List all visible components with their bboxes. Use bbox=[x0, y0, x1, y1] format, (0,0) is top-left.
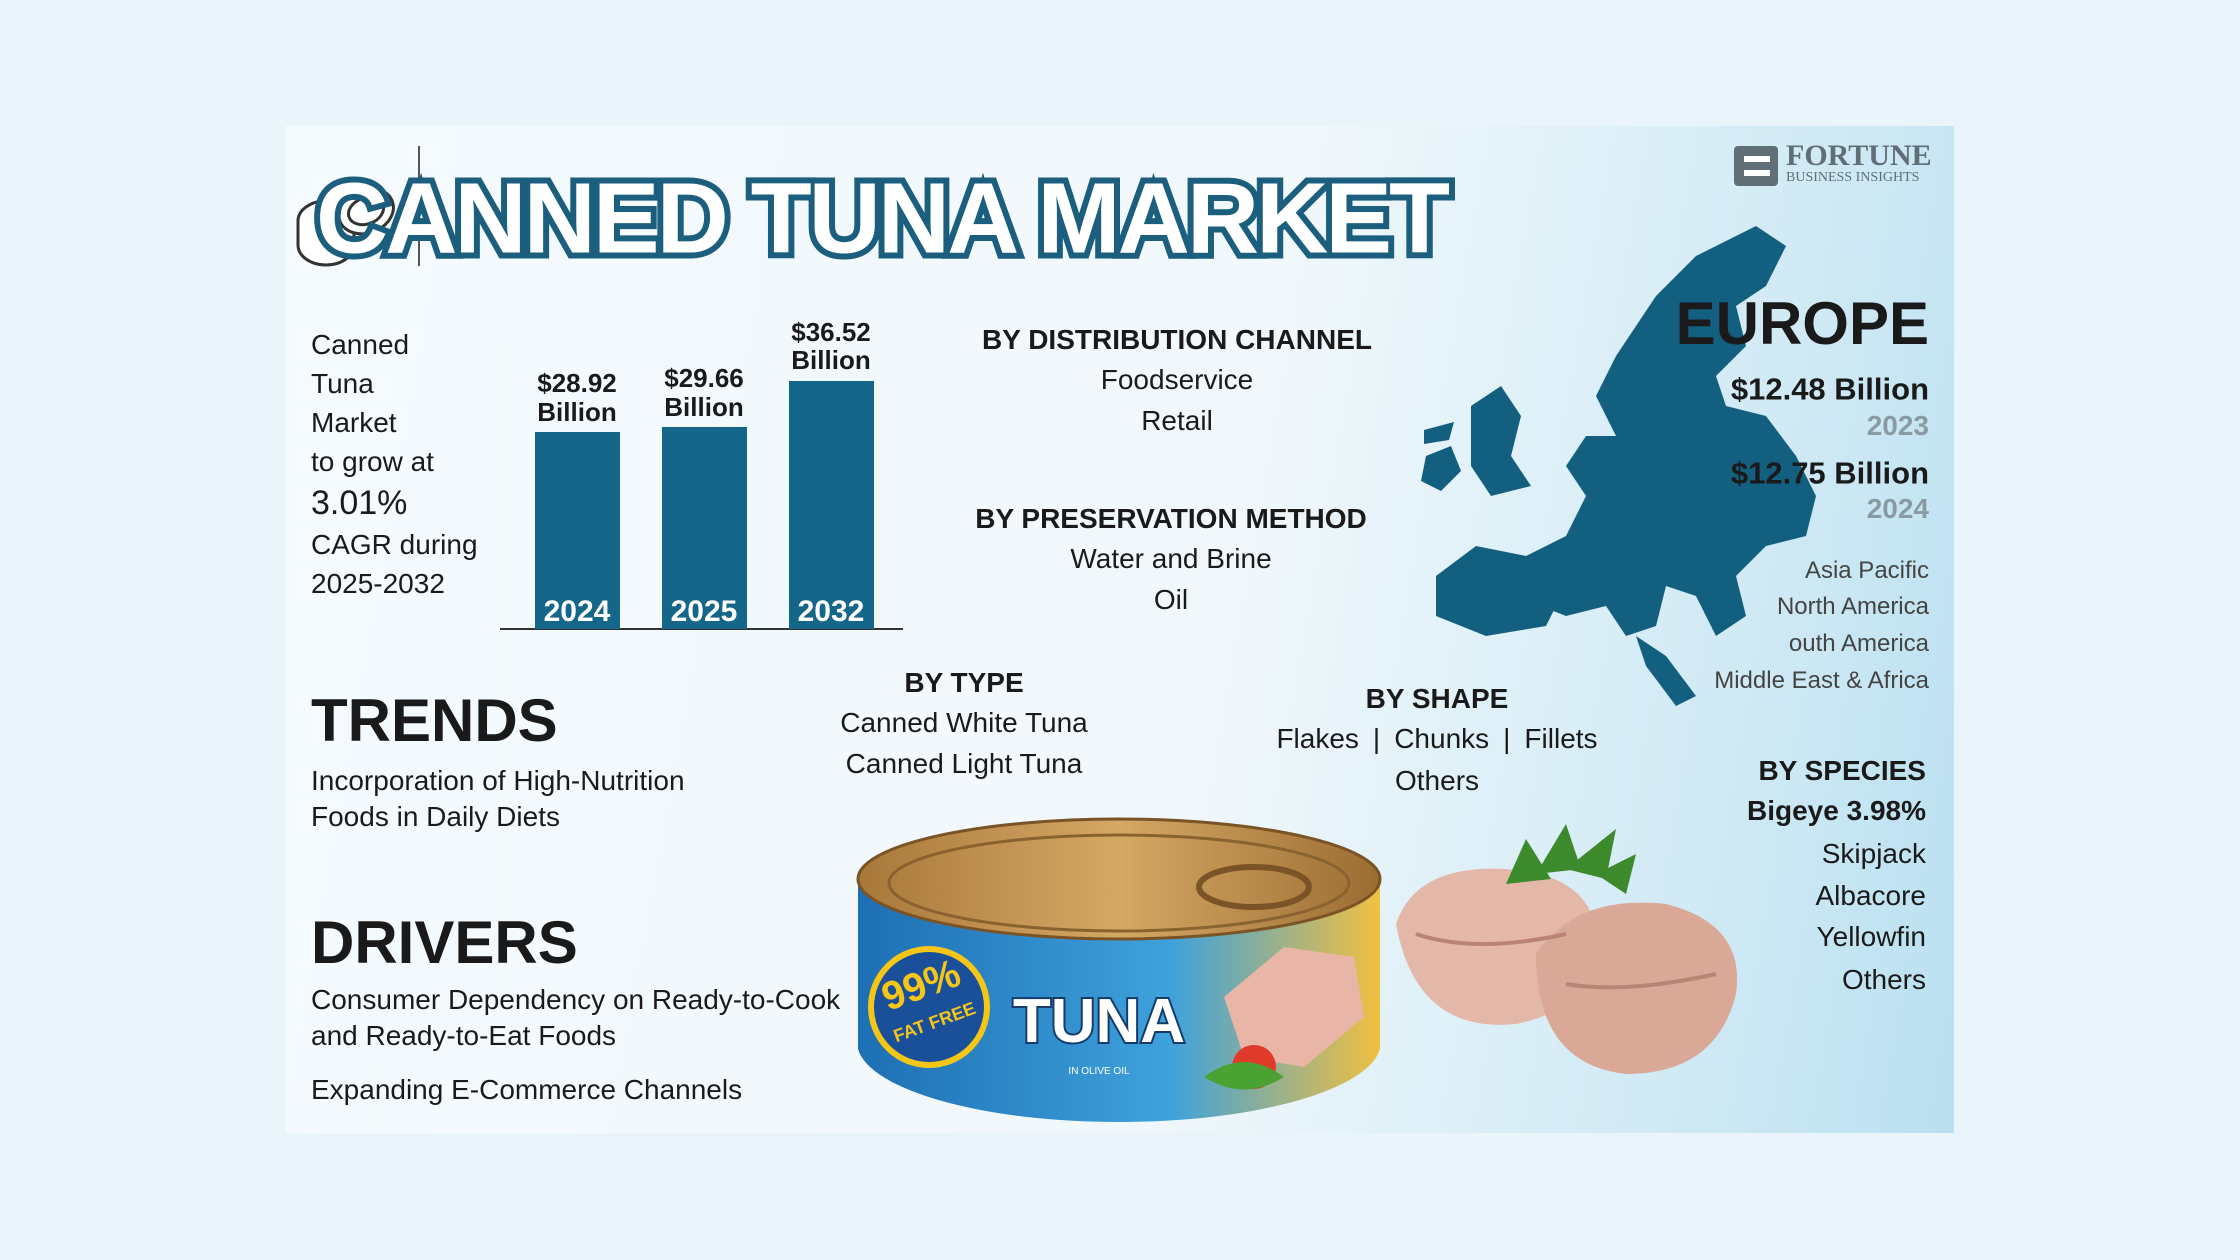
segment-item: Skipjack bbox=[1821, 838, 1926, 869]
trend-item: Incorporation of High-Nutrition Foods in… bbox=[311, 765, 685, 832]
section-title: TRENDS bbox=[311, 687, 558, 754]
section-title: DRIVERS bbox=[311, 909, 578, 976]
shape-row: Flakes | Chunks | Fillets bbox=[1276, 725, 1597, 753]
segment-item: Water and Brine bbox=[1070, 543, 1272, 574]
infographic-card: CANNED TUNA MARKET FORTUNE BUSINESS INSI… bbox=[286, 126, 1954, 1133]
segment-item: Fillets bbox=[1524, 723, 1598, 754]
segment-item: Canned White Tuna bbox=[840, 707, 1088, 738]
x-tick-label: 2024 bbox=[543, 595, 611, 628]
bar bbox=[661, 427, 747, 629]
growth-text: Market bbox=[311, 407, 397, 438]
growth-text: CAGR during bbox=[311, 529, 478, 560]
segment-title: BY PRESERVATION METHOD bbox=[975, 503, 1367, 534]
segment-item: Foodservice bbox=[1100, 364, 1254, 395]
other-region: North America bbox=[1776, 593, 1929, 620]
value-label: $29.66 Billion bbox=[664, 363, 744, 422]
segment-title: BY SHAPE bbox=[1365, 683, 1509, 714]
separator: | bbox=[1372, 723, 1381, 754]
segment-item: Yellowfin bbox=[1816, 921, 1926, 952]
segment-item: Others bbox=[1394, 765, 1480, 796]
growth-text: to grow at bbox=[311, 446, 434, 477]
segment-item: Chunks bbox=[1394, 723, 1490, 754]
segment-item: Oil bbox=[1153, 584, 1189, 615]
can-sub: IN OLIVE OIL bbox=[1068, 1066, 1130, 1077]
segment-item: Albacore bbox=[1815, 880, 1926, 911]
value-label: $28.92 Billion bbox=[537, 368, 617, 427]
title: CANNED TUNA MARKET bbox=[316, 162, 1450, 274]
driver-item: Expanding E-Commerce Channels bbox=[311, 1074, 743, 1105]
value-label: $36.52 Billion bbox=[791, 316, 871, 376]
bar bbox=[788, 380, 874, 629]
segment-item: Others bbox=[1841, 964, 1926, 995]
logo-name: FORTUNE bbox=[1786, 139, 1932, 172]
segment-title: BY DISTRIBUTION CHANNEL bbox=[982, 324, 1372, 355]
bar bbox=[534, 432, 620, 629]
driver-item: Consumer Dependency on Ready-to-Cook and… bbox=[311, 984, 841, 1051]
other-region: Asia Pacific bbox=[1804, 557, 1929, 584]
other-region: Middle East & Africa bbox=[1714, 667, 1929, 694]
decor bbox=[296, 146, 1816, 706]
can-brand: TUNA bbox=[1013, 987, 1185, 1056]
growth-text: Tuna bbox=[311, 368, 374, 399]
tuna-image bbox=[1396, 824, 1738, 1074]
x-tick-label: 2025 bbox=[670, 595, 738, 628]
segment-item: Bigeye 3.98% bbox=[1747, 795, 1926, 826]
can-image: 99% FAT FREE TUNA IN OLIVE OIL bbox=[856, 817, 1382, 1123]
growth-text: 2025-2032 bbox=[311, 568, 445, 599]
separator: | bbox=[1503, 723, 1511, 754]
segment-item: Canned Light Tuna bbox=[845, 748, 1083, 779]
can-icon bbox=[296, 186, 395, 267]
region-year: 2023 bbox=[1866, 410, 1929, 441]
segment-title: BY TYPE bbox=[904, 667, 1024, 698]
region-year: 2024 bbox=[1866, 493, 1929, 524]
x-tick-label: 2032 bbox=[797, 595, 865, 628]
region-title: EUROPE bbox=[1675, 290, 1929, 357]
other-region: outh America bbox=[1788, 630, 1929, 657]
title-svg: CANNED TUNA MARKET bbox=[310, 156, 1459, 280]
europe-map bbox=[1421, 226, 1816, 706]
segment-item: Retail bbox=[1141, 405, 1213, 436]
logo-mark bbox=[1734, 146, 1778, 186]
segment-item: Flakes bbox=[1276, 723, 1359, 754]
growth-text: Canned bbox=[311, 329, 410, 360]
logo-tagline: BUSINESS INSIGHTS bbox=[1786, 170, 1920, 185]
cagr: 3.01% bbox=[311, 484, 408, 522]
region-value: $12.48 Billion bbox=[1730, 371, 1929, 407]
region-value: $12.75 Billion bbox=[1730, 455, 1929, 491]
segment-title: BY SPECIES bbox=[1758, 755, 1926, 786]
